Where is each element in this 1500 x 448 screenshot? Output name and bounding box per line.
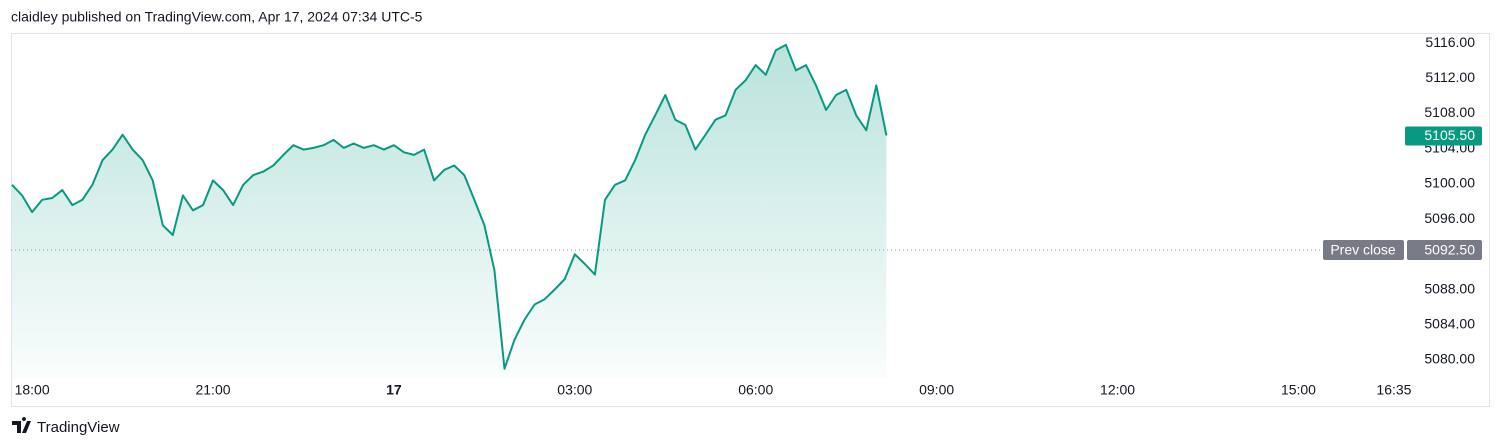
y-tick-label: 5084.00 — [1424, 315, 1475, 331]
header: claidley published on TradingView.com, A… — [11, 9, 423, 25]
y-tick-label: 5100.00 — [1424, 175, 1475, 191]
panel-border — [11, 33, 1490, 407]
x-tick-label: 06:00 — [738, 382, 773, 398]
x-tick-label: 21:00 — [195, 382, 230, 398]
x-tick-label: 17 — [386, 382, 402, 398]
prev-close-value: 5092.50 — [1424, 242, 1475, 258]
prev-close-label: Prev close — [1330, 242, 1396, 258]
x-tick-label: 15:00 — [1281, 382, 1316, 398]
area-fill — [12, 44, 887, 379]
x-tick-label: 03:00 — [557, 382, 592, 398]
x-tick-label: 18:00 — [15, 382, 50, 398]
logo — [12, 417, 31, 433]
y-tick-label: 5112.00 — [1425, 69, 1475, 85]
y-tick-label: 5116.00 — [1425, 34, 1475, 50]
y-tick-label: 5080.00 — [1424, 351, 1475, 367]
y-tick-label: 5108.00 — [1424, 104, 1475, 120]
price-line — [11, 43, 888, 370]
x-tick-label: 16:35 — [1376, 382, 1411, 398]
x-tick-label: 09:00 — [919, 382, 954, 398]
last-price-label: 5105.50 — [1424, 127, 1475, 143]
y-tick-label: 5096.00 — [1424, 210, 1475, 226]
prev-close-value-tag — [1407, 239, 1482, 260]
y-tick-label: 5088.00 — [1424, 280, 1475, 296]
prev-close-tag — [1323, 239, 1404, 260]
brand: TradingView — [37, 419, 120, 436]
x-tick-label: 12:00 — [1100, 382, 1135, 398]
last-price-tag — [1405, 126, 1482, 146]
